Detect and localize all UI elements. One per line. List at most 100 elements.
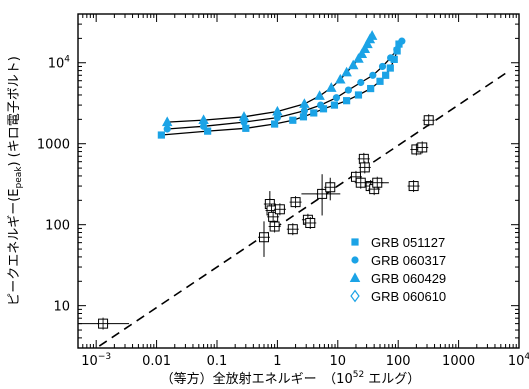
square-point — [157, 131, 165, 139]
tick-mantissa: 1000 — [37, 138, 70, 153]
legend-entry: GRB 060317 — [351, 253, 446, 268]
circle-point — [317, 101, 325, 109]
tick-exponent: 4 — [64, 55, 70, 65]
triangle-point — [356, 48, 368, 59]
legend-triangle-marker — [349, 272, 361, 282]
x-tick-label: 100 — [386, 354, 411, 369]
tick-mantissa: 100 — [386, 354, 411, 369]
reference-point — [358, 161, 371, 174]
square-point — [354, 91, 363, 99]
tick-mantissa: 1 — [273, 354, 281, 369]
tick-mantissa: 0.1 — [207, 354, 228, 369]
square-point — [310, 109, 318, 117]
reference-point — [364, 176, 389, 189]
legend-entry: GRB 051127 — [351, 235, 445, 250]
reference-point — [289, 196, 302, 209]
legend-square-marker — [351, 238, 359, 246]
plot-layer — [78, 30, 511, 348]
legend-label: GRB 060429 — [371, 271, 446, 286]
tick-mantissa: 10 — [53, 300, 70, 315]
circle-point — [300, 107, 308, 115]
fit-line-dashed — [94, 69, 511, 348]
legend-circle-marker — [351, 256, 359, 264]
y-axis-title-unit: ) (キロ電子ボルト) — [7, 56, 22, 166]
y-tick-label: 104 — [48, 55, 71, 72]
reference-point — [267, 210, 280, 223]
plot-frame — [77, 13, 520, 349]
triangle-point — [341, 66, 352, 77]
x-tick-label: 10−3 — [81, 352, 111, 369]
square-point — [395, 40, 403, 48]
reference-point — [257, 221, 270, 257]
circle-point — [163, 125, 171, 133]
triangle-point — [272, 105, 283, 116]
x-axis-title: （等方）全放射エネルギー （1052 エルグ） — [161, 370, 421, 387]
x-tick-label: 1000 — [442, 354, 475, 369]
x-tick-label: 104 — [508, 352, 529, 369]
circle-point — [398, 37, 406, 45]
legend-entry: GRB 060429 — [349, 271, 446, 286]
legend-label: GRB 060610 — [371, 289, 446, 304]
triangle-point — [347, 59, 359, 70]
fit-curve-2 — [167, 40, 403, 130]
triangle-point — [326, 82, 337, 92]
legend-label: GRB 060317 — [371, 253, 446, 268]
reference-point — [273, 203, 286, 216]
reference-point — [324, 177, 337, 201]
series-square — [157, 40, 403, 139]
series-triangle — [161, 30, 378, 127]
tick-exponent: −3 — [98, 352, 111, 362]
square-point — [289, 116, 297, 124]
reference-point — [416, 141, 429, 154]
plot-area — [78, 30, 511, 348]
reference-point — [422, 114, 435, 127]
circle-point — [369, 71, 377, 79]
reference-point — [304, 216, 317, 229]
circle-point — [387, 54, 395, 62]
square-point — [390, 55, 398, 63]
tick-mantissa: 10 — [508, 354, 525, 369]
square-point — [204, 127, 212, 135]
y-axis-title-subscript: peak — [14, 166, 24, 189]
tick-mantissa: 10 — [81, 354, 98, 369]
x-tick-label: 10 — [330, 354, 347, 369]
triangle-point — [366, 30, 378, 40]
square-point — [319, 105, 328, 113]
y-axis-title-main: ピークエネルギー(E — [7, 189, 22, 306]
x-tick-label: 0.1 — [207, 354, 228, 369]
triangle-point — [238, 111, 250, 121]
tick-mantissa: 100 — [45, 219, 70, 234]
reference-point — [407, 180, 420, 193]
square-point — [386, 64, 394, 72]
tick-mantissa: 1000 — [442, 354, 475, 369]
reference-point — [286, 223, 299, 236]
legend-label: GRB 051127 — [371, 235, 445, 250]
y-tick-label: 10 — [53, 300, 70, 315]
square-point — [382, 71, 390, 79]
y-axis-title: ピークエネルギー(Epeak) (キロ電子ボルト) — [7, 56, 24, 306]
x-tick-label: 1 — [273, 354, 281, 369]
reference-point — [268, 220, 281, 233]
x-tick-label: 0.01 — [142, 354, 171, 369]
triangle-point — [314, 90, 325, 100]
triangle-point — [198, 114, 209, 125]
square-point — [343, 97, 351, 105]
square-point — [299, 113, 308, 121]
circle-point — [344, 86, 353, 94]
square-point — [330, 101, 339, 109]
circle-point — [357, 78, 365, 87]
y-tick-label: 100 — [45, 219, 70, 234]
circle-point — [332, 94, 341, 102]
axes: 10−3 0.01 0.1 1 10 100 1000 104101001000104（等方）… — [7, 13, 529, 387]
square-point — [242, 124, 250, 132]
triangle-point — [359, 43, 371, 53]
square-point — [367, 84, 375, 93]
triangle-point — [335, 73, 346, 84]
triangle-point — [299, 98, 310, 108]
y-tick-label: 1000 — [37, 138, 70, 153]
square-point — [376, 77, 384, 85]
x-axis-title-main: （等方）全放射エネルギー （10 — [161, 371, 353, 387]
circle-point — [199, 122, 208, 130]
tick-exponent: 4 — [524, 352, 529, 362]
